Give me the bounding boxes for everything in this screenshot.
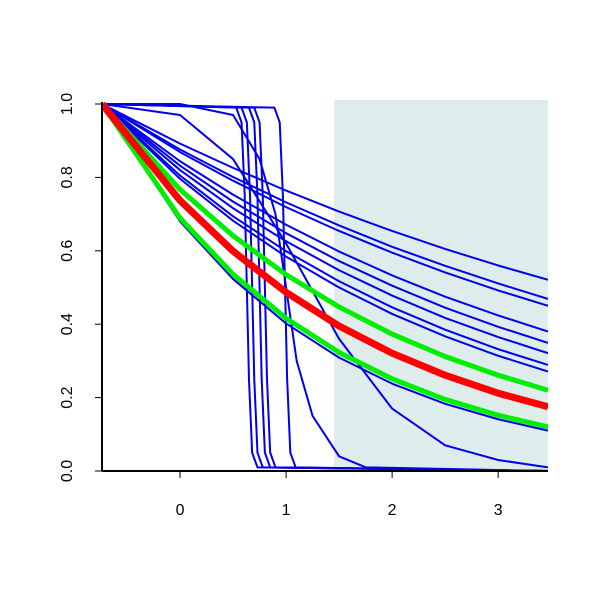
y-tick-label: 0.0 <box>59 460 76 482</box>
line <box>102 102 548 430</box>
y-tick-label: 0.8 <box>59 166 76 188</box>
x-tick-label: 0 <box>176 502 185 519</box>
y-tick-label: 1.0 <box>59 93 76 115</box>
y-tick-label: 0.6 <box>59 240 76 262</box>
line <box>102 103 548 472</box>
line <box>102 101 548 411</box>
y-tick-label: 0.2 <box>59 386 76 408</box>
plot-area <box>102 100 548 472</box>
x-tick-label: 2 <box>388 502 397 519</box>
shaded-region <box>334 100 548 471</box>
line <box>102 103 548 373</box>
line <box>102 103 548 344</box>
y-tick-label: 0.4 <box>59 313 76 335</box>
line <box>102 102 548 393</box>
line <box>102 103 548 472</box>
line <box>102 103 548 355</box>
line <box>102 103 548 333</box>
line <box>102 103 548 472</box>
line <box>102 103 548 300</box>
line <box>102 103 548 307</box>
line <box>102 103 548 366</box>
line <box>102 103 548 432</box>
x-tick-label: 1 <box>282 502 291 519</box>
x-tick-label: 3 <box>494 502 503 519</box>
line <box>102 103 548 469</box>
line <box>102 103 548 281</box>
